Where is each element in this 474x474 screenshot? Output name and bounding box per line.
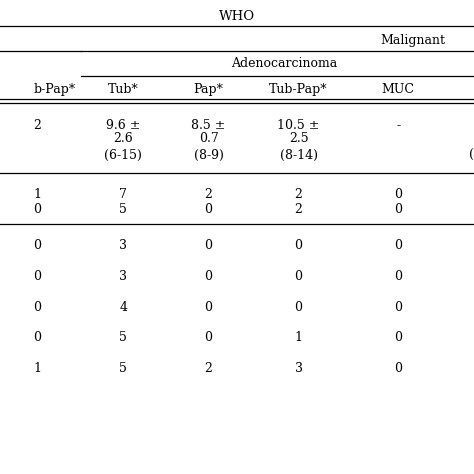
Text: 0: 0 [205, 203, 212, 216]
Text: 7: 7 [119, 188, 127, 201]
Text: 3: 3 [119, 270, 127, 283]
Text: 8.5 ±: 8.5 ± [191, 119, 226, 132]
Text: 5: 5 [119, 331, 127, 345]
Text: 2: 2 [295, 203, 302, 216]
Text: 2.5: 2.5 [289, 132, 309, 145]
Text: 0: 0 [394, 270, 402, 283]
Text: b-Pap*: b-Pap* [33, 82, 75, 96]
Text: 0: 0 [205, 239, 212, 252]
Text: 0: 0 [394, 239, 402, 252]
Text: 10.5 ±: 10.5 ± [277, 119, 320, 132]
Text: 0: 0 [295, 239, 302, 252]
Text: 2.6: 2.6 [113, 132, 133, 145]
Text: 3: 3 [295, 362, 302, 375]
Text: 0: 0 [205, 270, 212, 283]
Text: 0: 0 [295, 301, 302, 314]
Text: Adenocarcinoma: Adenocarcinoma [231, 57, 337, 71]
Text: 5: 5 [119, 203, 127, 216]
Text: 0: 0 [33, 301, 41, 314]
Text: 0: 0 [394, 362, 402, 375]
Text: 0: 0 [394, 301, 402, 314]
Text: 0: 0 [394, 203, 402, 216]
Text: (8-14): (8-14) [280, 149, 318, 162]
Text: Tub*: Tub* [108, 82, 138, 96]
Text: (6-15): (6-15) [104, 149, 142, 162]
Text: 2: 2 [205, 362, 212, 375]
Text: 2: 2 [205, 188, 212, 201]
Text: 0: 0 [33, 270, 41, 283]
Text: 9.6 ±: 9.6 ± [106, 119, 140, 132]
Text: 0: 0 [33, 239, 41, 252]
Text: 2: 2 [295, 188, 302, 201]
Text: Tub-Pap*: Tub-Pap* [269, 82, 328, 96]
Text: 0.7: 0.7 [199, 132, 219, 145]
Text: 1: 1 [33, 188, 41, 201]
Text: 0: 0 [33, 203, 41, 216]
Text: 0: 0 [205, 331, 212, 345]
Text: (8-9): (8-9) [193, 149, 224, 162]
Text: 1: 1 [295, 331, 302, 345]
Text: (: ( [469, 149, 474, 162]
Text: 3: 3 [119, 239, 127, 252]
Text: 5: 5 [119, 362, 127, 375]
Text: 4: 4 [119, 301, 127, 314]
Text: 0: 0 [394, 331, 402, 345]
Text: 2: 2 [33, 119, 41, 132]
Text: 0: 0 [394, 188, 402, 201]
Text: WHO: WHO [219, 10, 255, 23]
Text: 0: 0 [33, 331, 41, 345]
Text: Malignant: Malignant [380, 34, 445, 47]
Text: 1: 1 [33, 362, 41, 375]
Text: MUC: MUC [382, 82, 415, 96]
Text: 0: 0 [295, 270, 302, 283]
Text: -: - [396, 119, 400, 132]
Text: Pap*: Pap* [193, 82, 224, 96]
Text: 0: 0 [205, 301, 212, 314]
